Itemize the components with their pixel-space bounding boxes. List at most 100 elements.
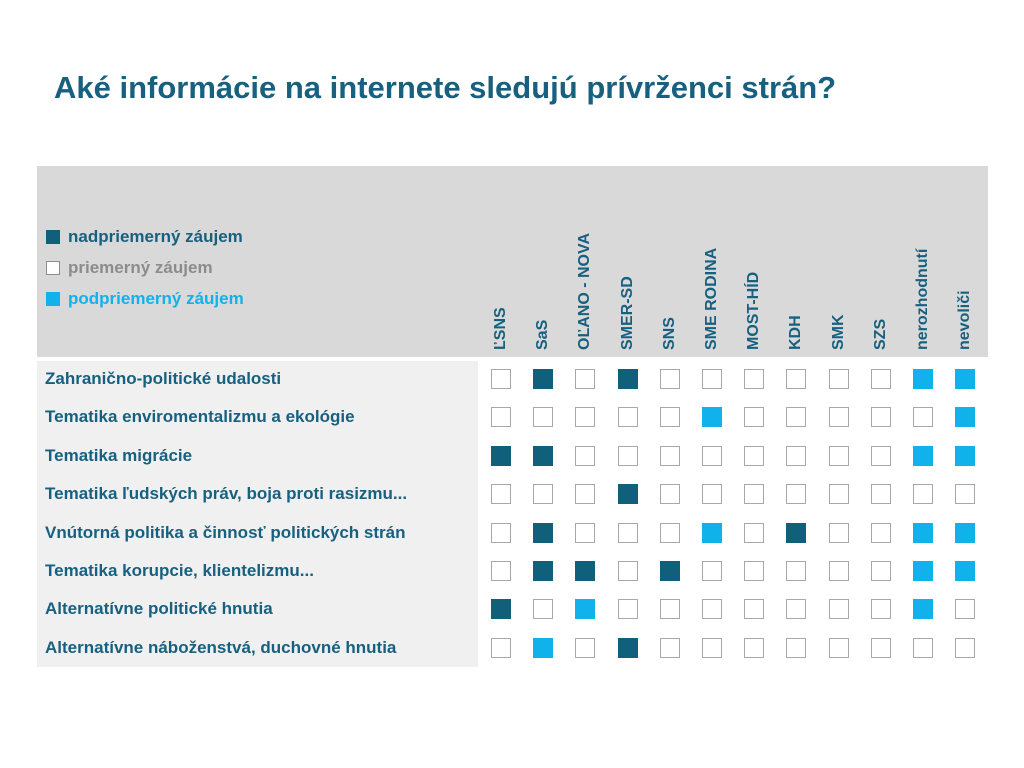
column-header: SNS <box>658 150 682 350</box>
grid-cell-average <box>617 445 638 466</box>
column-header: MOST-HÍD <box>742 150 766 350</box>
grid-cell-above <box>491 599 511 620</box>
column-header: OĽANO - NOVA <box>573 150 597 350</box>
grid-cell-below <box>913 522 933 543</box>
grid-cell-average <box>702 561 722 581</box>
grid-cell-average <box>955 637 976 658</box>
row-labels-background <box>37 361 478 667</box>
grid-cell-average <box>491 637 511 658</box>
grid-cell-average <box>744 484 765 505</box>
row-label: Tematika korupcie, klientelizmu... <box>45 561 314 580</box>
grid-cell-average <box>744 522 765 543</box>
grid-cell-average <box>533 407 554 428</box>
grid-cell-average <box>702 484 722 505</box>
row-label: Zahranično-politické udalosti <box>45 369 282 388</box>
grid-cell-below <box>702 407 722 428</box>
grid-cell-average <box>828 445 849 466</box>
grid-cell-above <box>617 369 638 389</box>
grid-cell-average <box>786 599 807 620</box>
grid-cell-average <box>659 484 680 505</box>
grid-cell-average <box>828 407 849 428</box>
grid-cell-average <box>828 561 849 581</box>
column-header: SMER-SD <box>616 150 640 350</box>
table-header-background <box>37 166 988 357</box>
grid-cell-average <box>659 599 680 620</box>
column-header-label: KDH <box>787 315 805 350</box>
grid-cell-average <box>913 484 933 505</box>
grid-cell-average <box>575 407 596 428</box>
grid-cell-below <box>955 561 976 581</box>
grid-cell-average <box>955 484 976 505</box>
grid-cell-average <box>491 369 511 389</box>
grid-cell-average <box>828 522 849 543</box>
grid-cell-average <box>870 561 891 581</box>
grid-cell-average <box>828 484 849 505</box>
grid-cell-average <box>744 637 765 658</box>
grid-cell-above <box>533 369 554 389</box>
column-header-label: OĽANO - NOVA <box>576 232 594 350</box>
grid-cell-average <box>491 484 511 505</box>
column-header: SZS <box>869 150 893 350</box>
grid-cell-average <box>786 407 807 428</box>
legend-swatch-above <box>46 230 60 244</box>
grid-cell-average <box>702 445 722 466</box>
grid-cell-average <box>491 561 511 581</box>
grid-cell-below <box>702 522 722 543</box>
grid-cell-average <box>870 599 891 620</box>
grid-cell-average <box>575 369 596 389</box>
grid-cell-average <box>617 561 638 581</box>
grid-cell-average <box>913 407 933 428</box>
grid-cell-average <box>786 484 807 505</box>
column-header: SMK <box>827 150 851 350</box>
grid-cell-average <box>744 445 765 466</box>
row-label: Vnútorná politika a činnosť politických … <box>45 522 406 542</box>
column-header-label: SaS <box>534 319 552 350</box>
legend-label: nadpriemerný záujem <box>68 227 243 246</box>
column-header: KDH <box>784 150 808 350</box>
grid-cell-below <box>955 522 976 543</box>
legend-item-average: priemerný záujem <box>46 257 213 279</box>
grid-cell-average <box>828 599 849 620</box>
grid-cell-above <box>786 522 807 543</box>
grid-cell-average <box>744 599 765 620</box>
grid-cell-below <box>955 445 976 466</box>
column-header-label: MOST-HÍD <box>745 271 763 350</box>
grid-cell-below <box>913 561 933 581</box>
grid-cell-average <box>491 407 511 428</box>
grid-cell-average <box>617 522 638 543</box>
grid-cell-average <box>744 407 765 428</box>
grid-cell-average <box>533 484 554 505</box>
grid-cell-average <box>575 637 596 658</box>
grid-cell-average <box>659 407 680 428</box>
column-header: nerozhodnutí <box>911 150 935 350</box>
grid-cell-average <box>828 369 849 389</box>
grid-cell-average <box>828 637 849 658</box>
grid-cell-above <box>533 561 554 581</box>
grid-cell-above <box>533 522 554 543</box>
grid-cell-average <box>870 484 891 505</box>
grid-cell-average <box>870 445 891 466</box>
grid-cell-above <box>575 561 596 581</box>
grid-cell-below <box>955 369 976 389</box>
grid-cell-average <box>702 637 722 658</box>
legend-label: priemerný záujem <box>68 258 213 277</box>
grid-cell-below <box>533 637 554 658</box>
grid-cell-average <box>659 445 680 466</box>
legend-swatch-below <box>46 292 60 306</box>
row-label: Alternatívne náboženstvá, duchovné hnuti… <box>45 637 397 657</box>
column-header-label: nerozhodnutí <box>914 248 931 350</box>
column-header-label: SNS <box>660 317 678 350</box>
grid-cell-above <box>617 484 638 505</box>
grid-cell-average <box>870 407 891 428</box>
column-header-label: ĽSNS <box>492 307 509 350</box>
grid-cell-average <box>659 522 680 543</box>
grid-cell-average <box>870 637 891 658</box>
column-header-label: SZS <box>871 318 889 350</box>
grid-cell-average <box>533 599 554 620</box>
grid-cell-average <box>659 637 680 658</box>
grid-cell-average <box>617 407 638 428</box>
grid-cell-average <box>744 561 765 581</box>
grid-cell-below <box>913 369 933 389</box>
grid-cell-average <box>659 369 680 389</box>
legend-item-below: podpriemerný záujem <box>46 288 244 310</box>
